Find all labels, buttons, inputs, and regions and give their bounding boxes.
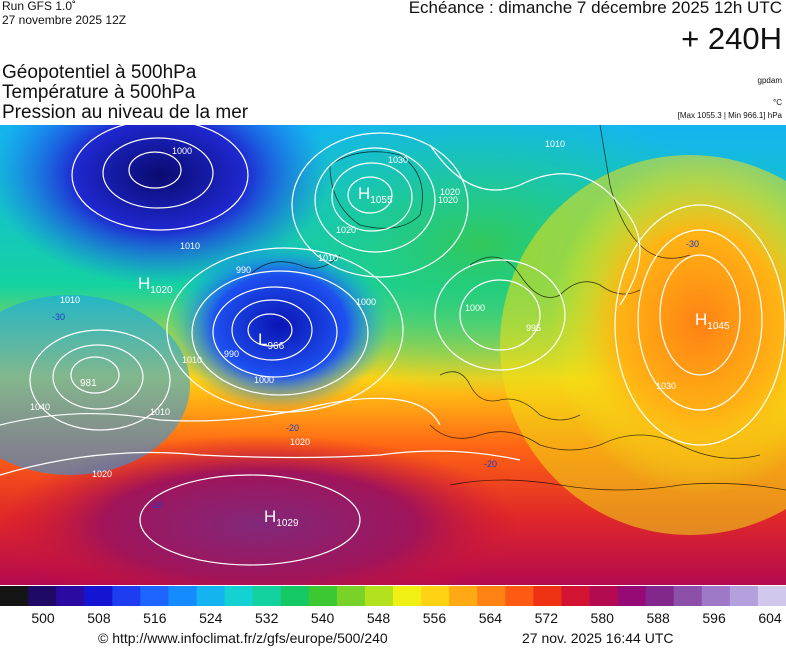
svg-text:990: 990 bbox=[236, 265, 251, 275]
colorbar-tick-label: 588 bbox=[646, 610, 670, 626]
svg-text:1030: 1030 bbox=[656, 381, 676, 391]
colorbar-swatch bbox=[701, 586, 731, 606]
colorbar-swatch bbox=[196, 586, 226, 606]
colorbar-swatch bbox=[364, 586, 394, 606]
svg-text:1000: 1000 bbox=[254, 375, 274, 385]
colorbar-swatch bbox=[56, 586, 85, 606]
colorbar-tick-label: 564 bbox=[478, 610, 503, 626]
colorbar-swatch bbox=[84, 586, 113, 606]
colorbar-swatch bbox=[477, 586, 506, 606]
colorbar-swatch bbox=[533, 586, 562, 606]
svg-text:1010: 1010 bbox=[545, 139, 565, 149]
colorbar-tick-label: 580 bbox=[590, 610, 614, 626]
svg-text:1020: 1020 bbox=[92, 469, 112, 479]
center-H-1045: H1045 bbox=[695, 310, 730, 332]
svg-text:1000: 1000 bbox=[465, 303, 485, 313]
center-H-1020: H1020 bbox=[138, 274, 173, 296]
field-high-east bbox=[550, 155, 786, 495]
run-label: Run GFS 1.0˚ bbox=[2, 0, 77, 13]
svg-text:1020: 1020 bbox=[336, 225, 356, 235]
pressure-centers: H1055 H1020 L966 981 H1045 H1029 bbox=[80, 184, 730, 529]
render-timestamp: 27 nov. 2025 16:44 UTC bbox=[522, 630, 674, 646]
source-url: © http://www.infoclimat.fr/z/gfs/europe/… bbox=[98, 630, 388, 646]
colorbar-tick-label: 524 bbox=[199, 610, 223, 626]
parameter-geopotential: Géopotentiel à 500hPa bbox=[2, 62, 197, 83]
field-low-center bbox=[170, 240, 390, 410]
svg-text:-10: -10 bbox=[150, 500, 163, 510]
colorbar-swatch bbox=[308, 586, 338, 606]
svg-text:1040: 1040 bbox=[30, 402, 50, 412]
colorbar-swatch bbox=[140, 586, 169, 606]
colorbar-swatch bbox=[729, 586, 759, 606]
colorbar-swatch bbox=[449, 586, 478, 606]
svg-text:1020: 1020 bbox=[438, 195, 458, 205]
colorbar-tick-label: 532 bbox=[255, 610, 279, 626]
colorbar-swatch bbox=[757, 586, 786, 606]
colorbar-swatch bbox=[112, 586, 141, 606]
svg-text:1010: 1010 bbox=[180, 241, 200, 251]
colorbar-swatch bbox=[561, 586, 590, 606]
unit-pressure-range: [Max 1055.3 | Min 966.1] hPa bbox=[677, 111, 782, 120]
colorbar-ticks: 500 508 516 524 532 540 548 556 564 572 580 588 596 6… bbox=[0, 606, 786, 628]
svg-text:1010: 1010 bbox=[150, 407, 170, 417]
unit-geopotential: gpdam bbox=[757, 76, 782, 85]
parameter-pressure: Pression au niveau de la mer bbox=[2, 102, 249, 123]
colorbar-swatch bbox=[421, 586, 450, 606]
svg-text:1010: 1010 bbox=[318, 253, 338, 263]
colorbar-tick-label: 596 bbox=[702, 610, 726, 626]
svg-text:1020: 1020 bbox=[290, 437, 310, 447]
colorbar-swatch bbox=[280, 586, 310, 606]
svg-text:1020: 1020 bbox=[440, 187, 460, 197]
colorbar-tick-label: 516 bbox=[143, 610, 167, 626]
svg-text:-30: -30 bbox=[52, 312, 65, 322]
colorbar-swatch bbox=[505, 586, 534, 606]
colorbar-tick-label: 604 bbox=[758, 610, 782, 626]
center-H-1055: H1055 bbox=[358, 184, 393, 206]
colorbar-swatch bbox=[589, 586, 619, 606]
colorbar-swatch bbox=[28, 586, 57, 606]
svg-text:1010: 1010 bbox=[60, 295, 80, 305]
colorbar-tick-label: 572 bbox=[534, 610, 558, 626]
colorbar bbox=[0, 586, 786, 606]
colorbar-swatch bbox=[673, 586, 703, 606]
svg-text:-20: -20 bbox=[286, 423, 299, 433]
weather-map: H1055 H1020 L966 981 H1045 H1029 1000 10… bbox=[0, 125, 786, 585]
colorbar-swatch bbox=[224, 586, 254, 606]
forecast-horizon: + 240H bbox=[681, 21, 782, 56]
svg-text:1000: 1000 bbox=[172, 146, 192, 156]
unit-temperature: °C bbox=[773, 98, 782, 107]
isobar-labels: 1000 1030 1010 1020 1010 990 1010 1020 1… bbox=[30, 139, 676, 479]
svg-text:1000: 1000 bbox=[356, 297, 376, 307]
colorbar-tick-label: 500 bbox=[31, 610, 55, 626]
center-H-1029: H1029 bbox=[264, 507, 299, 529]
forecast-valid-time: Echéance : dimanche 7 décembre 2025 12h … bbox=[408, 0, 782, 17]
svg-text:1010: 1010 bbox=[182, 355, 202, 365]
colorbar-tick-label: 556 bbox=[422, 610, 447, 626]
svg-text:1030: 1030 bbox=[388, 155, 408, 165]
temperature-labels: -30 -20 -20 -10 -30 bbox=[52, 239, 699, 510]
colorbar-swatch bbox=[617, 586, 647, 606]
svg-text:990: 990 bbox=[224, 349, 239, 359]
colorbar-swatch bbox=[0, 586, 29, 606]
svg-text:995: 995 bbox=[526, 323, 541, 333]
colorbar-swatch bbox=[336, 586, 366, 606]
colorbar-swatch bbox=[168, 586, 197, 606]
field-high-south bbox=[0, 435, 520, 585]
isobars bbox=[0, 125, 786, 566]
svg-text:-30: -30 bbox=[686, 239, 699, 249]
center-L-981: 981 bbox=[80, 378, 97, 389]
colorbar-swatch bbox=[393, 586, 422, 606]
colorbar-swatch bbox=[645, 586, 675, 606]
colorbar-tick-label: 508 bbox=[87, 610, 111, 626]
run-date: 27 novembre 2025 12Z bbox=[2, 13, 127, 27]
colorbar-swatch bbox=[252, 586, 282, 606]
center-L-966: L966 bbox=[258, 330, 285, 352]
parameter-temperature: Température à 500hPa bbox=[2, 82, 196, 103]
colorbar-tick-label: 540 bbox=[310, 610, 335, 626]
svg-text:-20: -20 bbox=[484, 459, 497, 469]
colorbar-tick-label: 548 bbox=[366, 610, 391, 626]
